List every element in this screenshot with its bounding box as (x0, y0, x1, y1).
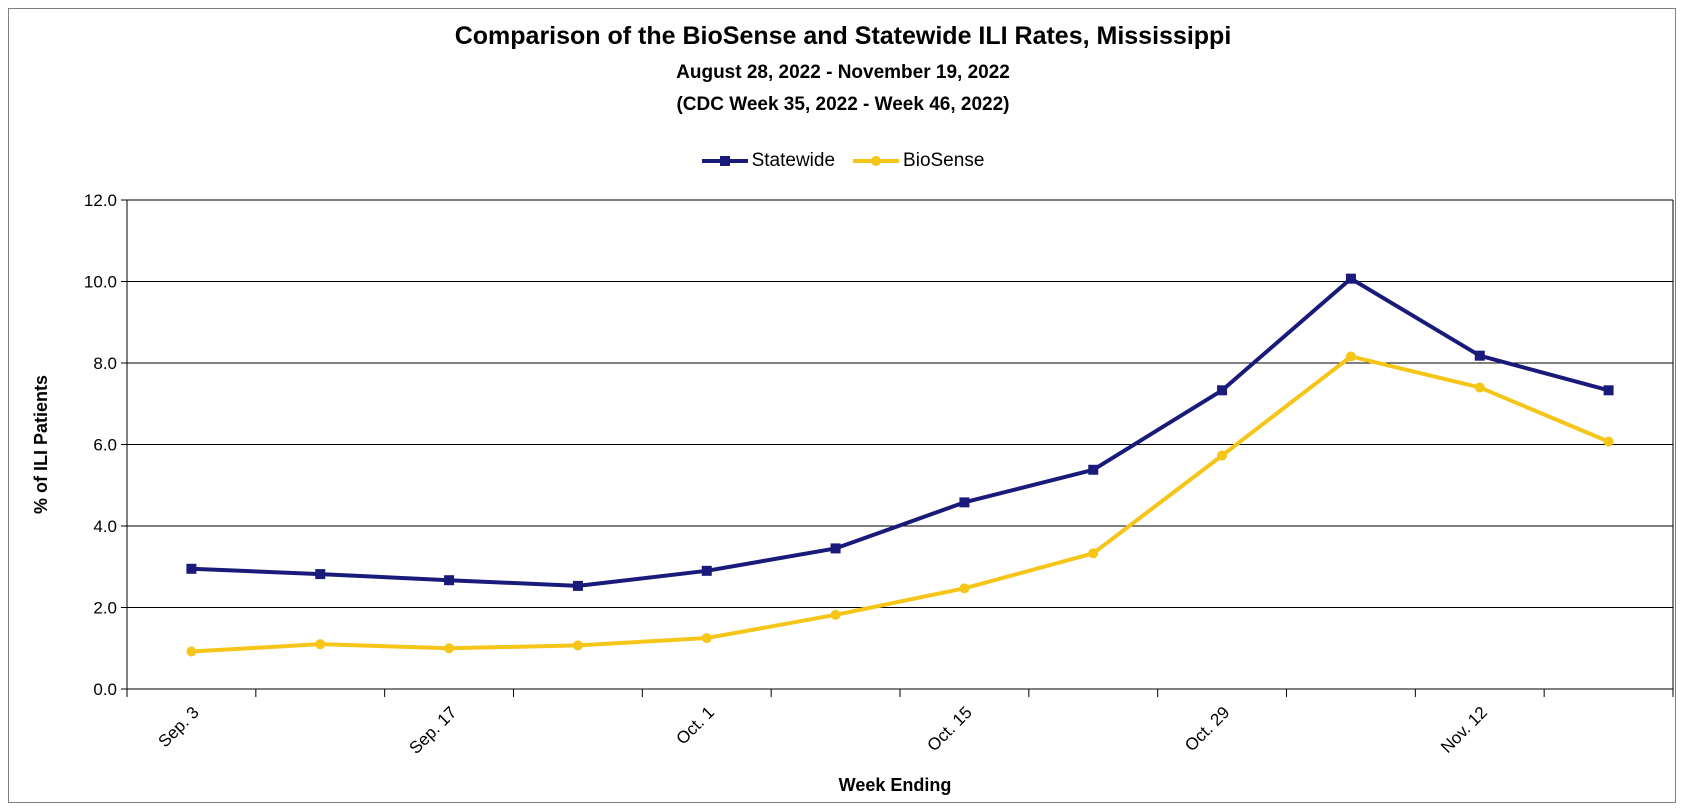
y-tick-label: 6.0 (93, 436, 117, 455)
x-tick-label: Sep. 3 (155, 703, 203, 751)
data-point-biosense (186, 646, 197, 657)
chart-subtitle-dates: August 28, 2022 - November 19, 2022 (676, 62, 1010, 83)
data-point-biosense (1474, 382, 1485, 393)
chart-frame (8, 8, 1676, 803)
data-point-statewide (830, 543, 841, 554)
x-tick-label: Sep. 17 (406, 703, 461, 758)
chart-legend: Statewide BioSense (0, 150, 1686, 172)
data-point-statewide (315, 569, 326, 580)
data-point-biosense (701, 633, 712, 644)
x-axis-title: Week Ending (839, 775, 952, 795)
data-point-biosense (1345, 351, 1356, 362)
chart-title: Comparison of the BioSense and Statewide… (454, 22, 1232, 50)
chart-subtitle-weeks: (CDC Week 35, 2022 - Week 46, 2022) (676, 94, 1010, 115)
data-point-statewide (1603, 385, 1614, 396)
data-point-statewide (1474, 350, 1485, 361)
data-point-statewide (1345, 273, 1356, 284)
y-tick-label: 8.0 (93, 354, 117, 373)
legend-item-statewide: Statewide (701, 150, 836, 172)
data-point-biosense (1088, 548, 1099, 559)
series-line-biosense (191, 354, 1610, 654)
data-point-statewide (444, 575, 455, 586)
data-point-biosense (315, 639, 326, 650)
data-point-biosense (830, 609, 841, 620)
x-tick-label: Nov. 12 (1437, 703, 1491, 757)
data-point-statewide (572, 580, 583, 591)
data-point-biosense (959, 583, 970, 594)
data-point-statewide (959, 497, 970, 508)
x-tick-label: Oct. 15 (924, 703, 976, 755)
series-line-statewide (191, 276, 1610, 588)
y-axis-title: % of ILI Patients (31, 375, 51, 514)
legend-swatch-biosense (853, 156, 900, 166)
legend-label-biosense: BioSense (903, 150, 985, 171)
y-tick-label: 12.0 (84, 191, 117, 210)
data-point-biosense (444, 643, 455, 654)
data-point-biosense (1603, 436, 1614, 447)
x-tick-label: Oct. 1 (673, 703, 719, 749)
data-point-statewide (186, 563, 197, 574)
y-tick-label: 0.0 (93, 680, 117, 699)
legend-swatch-statewide (701, 156, 748, 166)
data-point-biosense (1217, 450, 1228, 461)
data-point-statewide (701, 565, 712, 576)
data-point-statewide (1088, 464, 1099, 475)
x-tick-label: Oct. 29 (1181, 703, 1233, 755)
legend-label-statewide: Statewide (751, 150, 836, 171)
y-tick-label: 4.0 (93, 517, 117, 536)
y-tick-label: 10.0 (84, 273, 117, 292)
data-point-biosense (572, 640, 583, 651)
legend-item-biosense: BioSense (853, 150, 984, 172)
data-point-statewide (1217, 385, 1228, 396)
y-tick-label: 2.0 (93, 599, 117, 618)
